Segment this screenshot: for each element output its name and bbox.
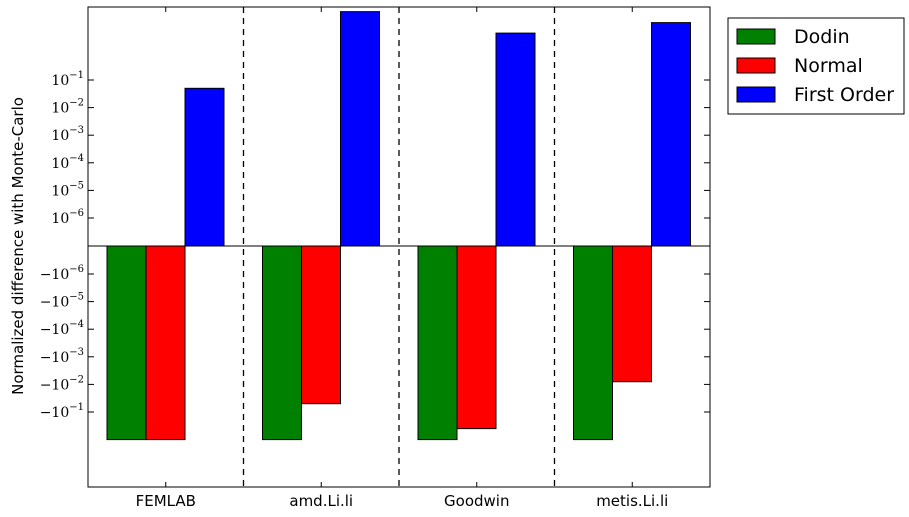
bar-first-order-metis-li-li — [651, 22, 691, 247]
y-tick-label: −10−6 — [40, 264, 84, 283]
legend-label: First Order — [794, 84, 894, 106]
bar-first-order-amd-li-li — [340, 11, 380, 247]
y-axis: 10−1 10−2 10−3 10−4 10−5 10−6 −10−6 −10−5 −10−4 −… — [40, 70, 710, 421]
y-tick-label: 10−1 — [51, 70, 84, 89]
y-tick-label: −10−5 — [40, 292, 84, 311]
y-tick-label: −10−4 — [40, 319, 84, 338]
y-tick-label: 10−4 — [51, 153, 84, 172]
x-tick-label: metis.Li.li — [596, 492, 668, 510]
y-tick-label: 10−5 — [51, 180, 84, 199]
y-tick-label: −10−2 — [40, 374, 84, 393]
bar-dodin-femlab — [106, 245, 147, 441]
y-tick-label: 10−2 — [51, 98, 84, 117]
legend-swatch — [736, 57, 776, 74]
y-tick-label: 10−3 — [51, 125, 84, 144]
x-tick-label: Goodwin — [444, 492, 509, 510]
bar-normal-amd-li-li — [301, 245, 341, 405]
plot-area — [87, 6, 711, 488]
x-axis: FEMLAB amd.Li.li Goodwin metis.Li.li — [136, 7, 668, 510]
bar-dodin-metis-li-li — [573, 245, 613, 441]
x-tick-label: FEMLAB — [136, 492, 196, 510]
legend: Dodin Normal First Order — [727, 17, 905, 115]
legend-label: Dodin — [794, 26, 850, 48]
y-tick-label: 10−6 — [51, 208, 84, 227]
plot-frame — [87, 6, 711, 488]
y-axis-label: Normalized difference with Monte-Carlo — [9, 97, 27, 395]
x-tick-label: amd.Li.li — [289, 492, 353, 510]
bar-normal-femlab — [145, 245, 186, 441]
bar-dodin-amd-li-li — [262, 245, 302, 441]
bar-first-order-goodwin — [495, 32, 536, 247]
y-tick-label: −10−3 — [40, 347, 84, 366]
legend-swatch — [736, 28, 776, 45]
bar-first-order-femlab — [184, 87, 225, 247]
bar-dodin-goodwin — [417, 245, 458, 441]
legend-label: Normal — [794, 55, 863, 77]
bar-normal-goodwin — [456, 245, 497, 430]
y-tick-label: −10−1 — [40, 402, 84, 421]
legend-swatch — [736, 86, 776, 103]
bar-normal-metis-li-li — [612, 245, 652, 383]
